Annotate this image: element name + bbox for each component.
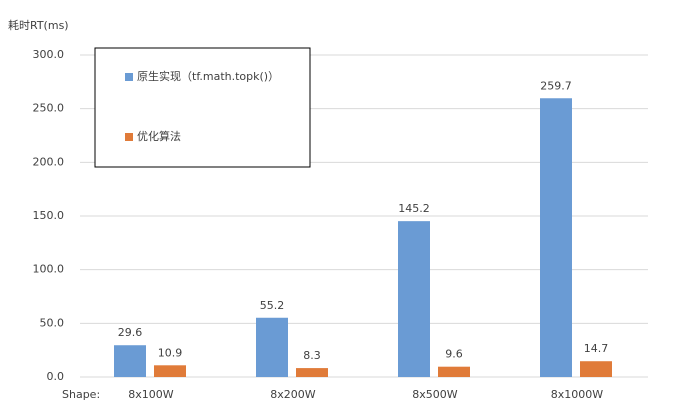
bar [540, 98, 572, 377]
y-tick-label: 50.0 [40, 316, 65, 329]
x-axis-title: Shape: [62, 388, 100, 401]
y-tick-label: 100.0 [33, 263, 65, 276]
data-label: 14.7 [584, 342, 609, 355]
x-tick-label: 8x1000W [551, 388, 604, 401]
bar [296, 368, 328, 377]
bar [114, 345, 146, 377]
bar [398, 221, 430, 377]
bar [438, 366, 470, 377]
y-tick-label: 200.0 [33, 155, 65, 168]
data-label: 259.7 [540, 79, 572, 92]
bar [256, 317, 288, 377]
bar [580, 361, 612, 377]
y-tick-label: 0.0 [47, 370, 65, 383]
y-tick-label: 300.0 [33, 48, 65, 61]
legend-swatch [125, 73, 133, 81]
legend-label: 原生实现（tf.math.topk()） [137, 69, 279, 83]
x-tick-label: 8x200W [270, 388, 316, 401]
data-label: 9.6 [445, 348, 463, 361]
data-label: 145.2 [398, 202, 430, 215]
y-axis-title: 耗时RT(ms) [8, 19, 69, 32]
x-tick-label: 8x500W [412, 388, 458, 401]
y-tick-label: 150.0 [33, 209, 65, 222]
data-label: 55.2 [260, 299, 285, 312]
data-label: 8.3 [303, 349, 321, 362]
x-tick-label: 8x100W [128, 388, 174, 401]
legend-box [94, 47, 311, 168]
data-label: 10.9 [158, 346, 183, 359]
legend-label: 优化算法 [137, 129, 181, 143]
legend-swatch [125, 133, 133, 141]
y-tick-label: 250.0 [33, 102, 65, 115]
bar [154, 365, 186, 377]
data-label: 29.6 [118, 326, 143, 339]
